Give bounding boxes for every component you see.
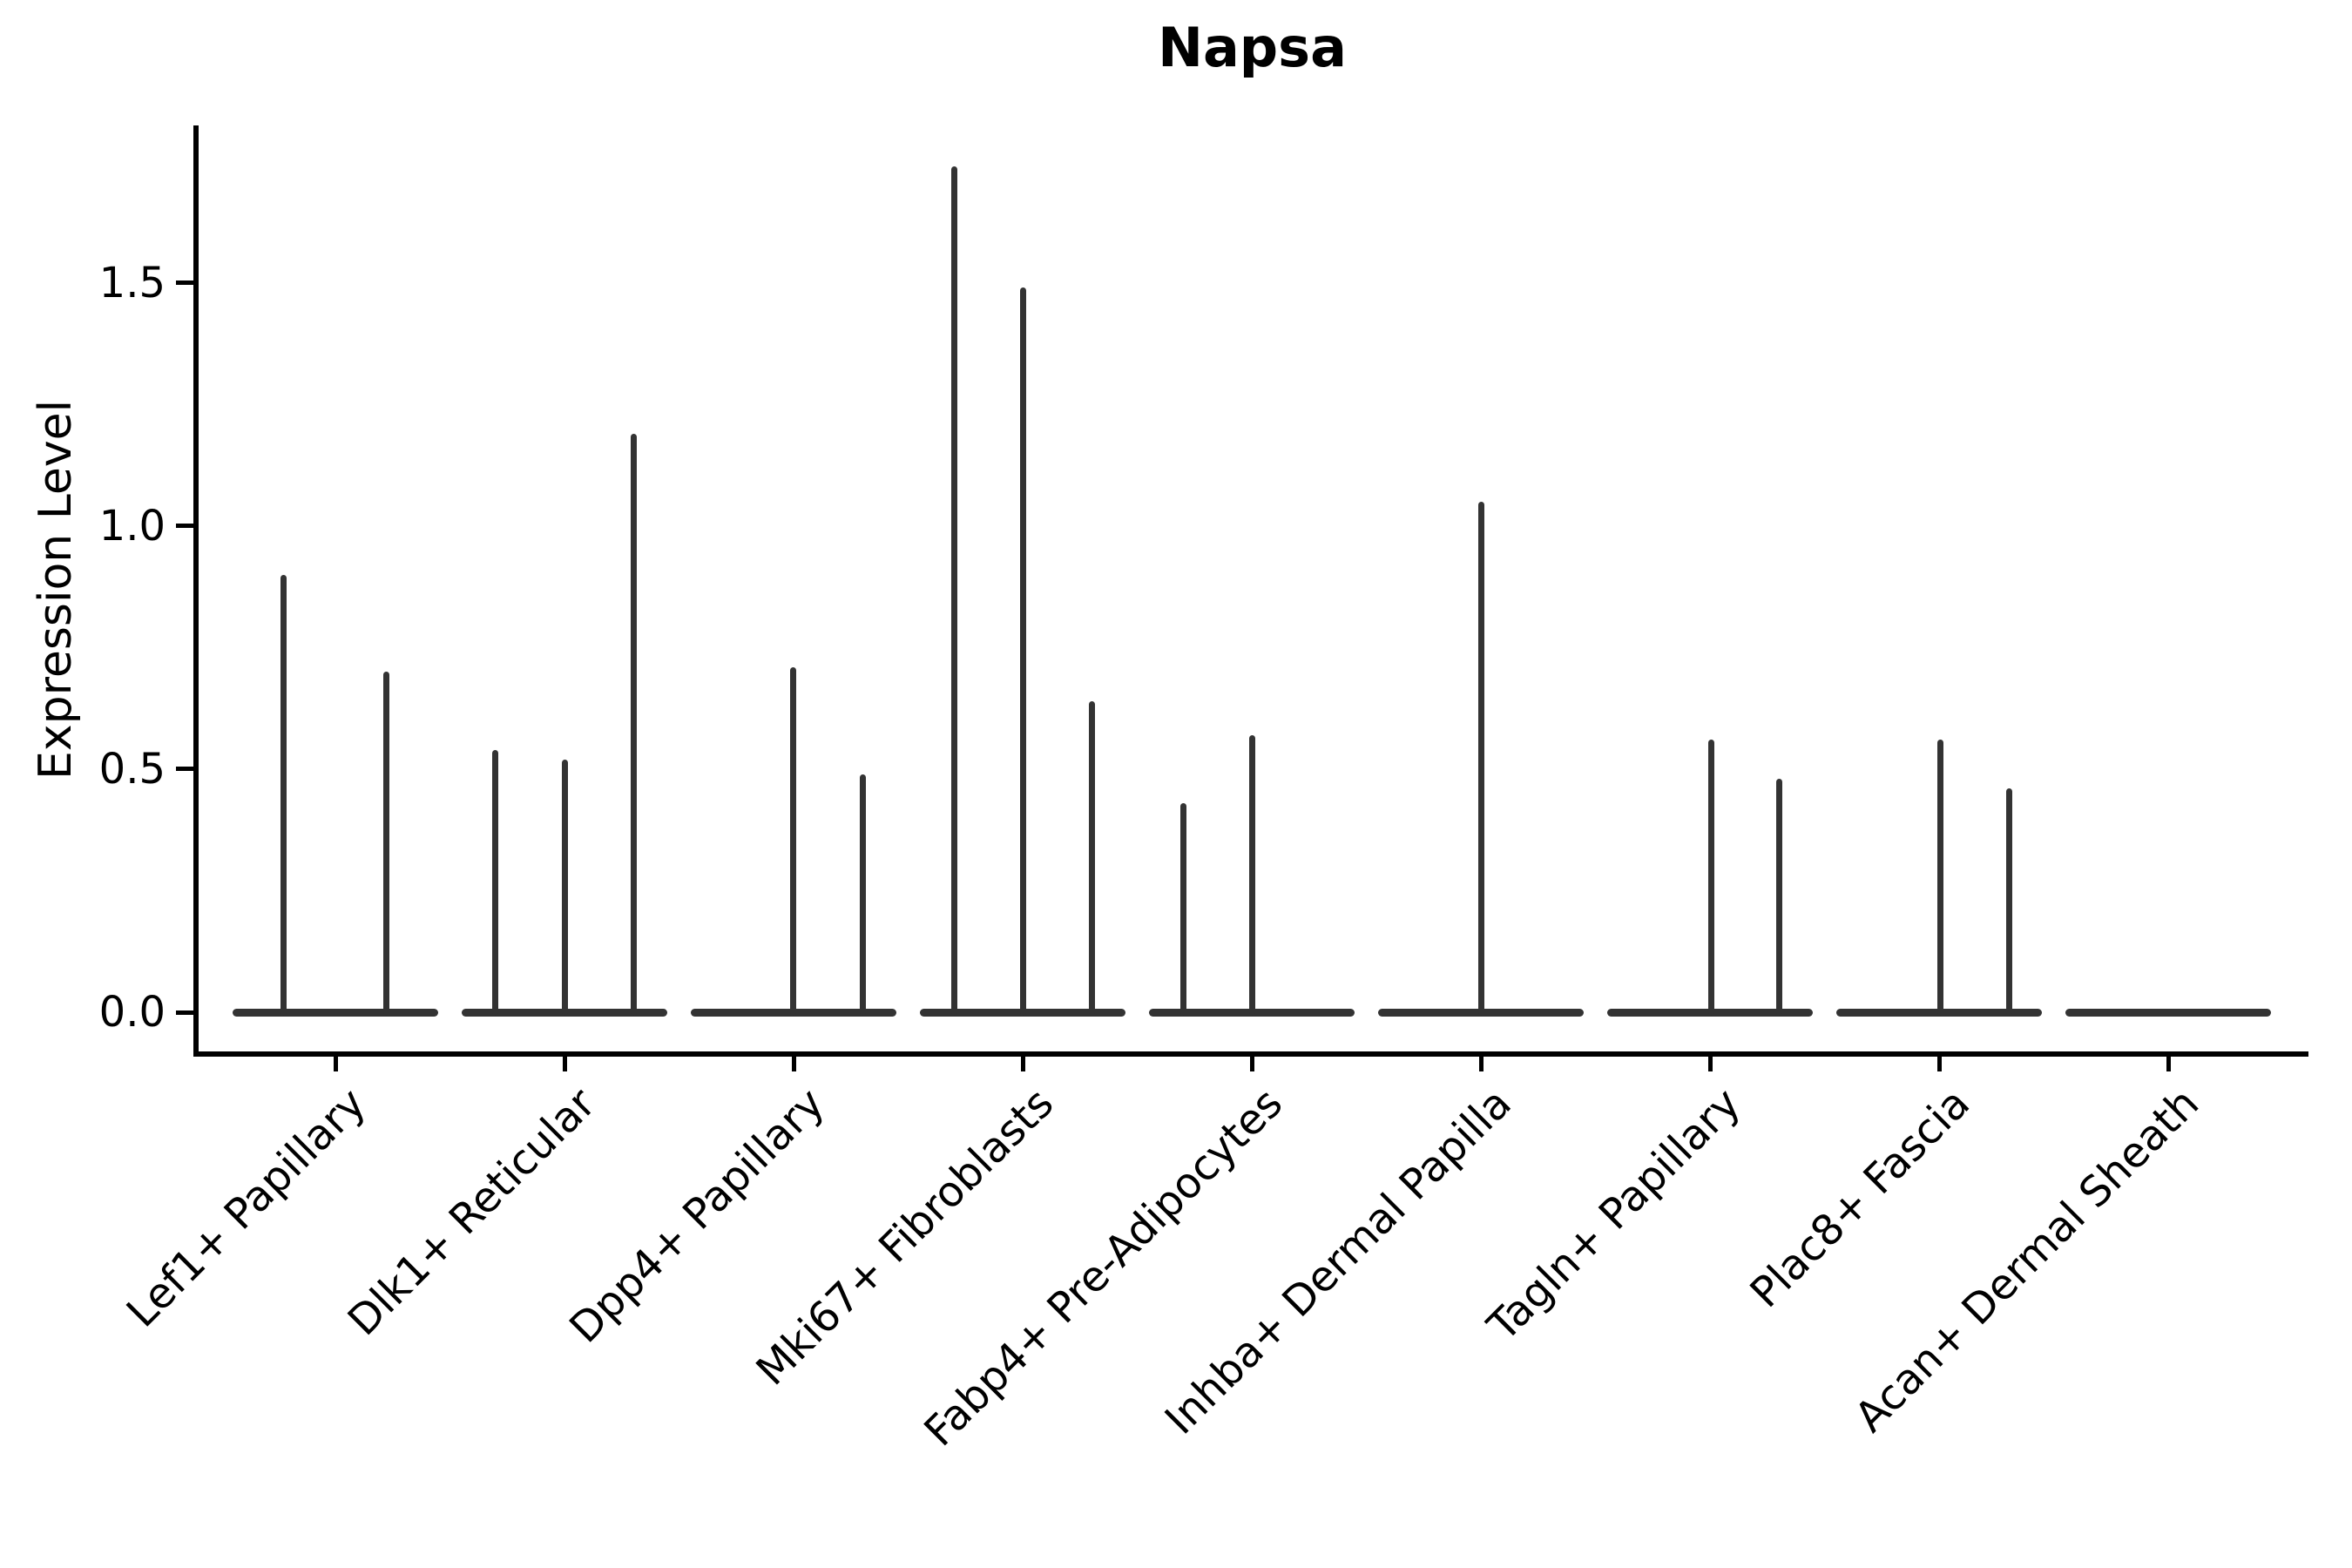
x-tick-label: Dpp4+ Papillary	[560, 1078, 835, 1353]
x-tick-mark	[1936, 1054, 1942, 1071]
y-axis-spine	[193, 125, 199, 1057]
x-tick-mark	[2166, 1054, 2171, 1071]
violin-spike	[1707, 740, 1714, 1016]
violin-spike	[1248, 734, 1255, 1016]
y-axis-label: Expression Level	[30, 399, 82, 781]
violin-spike	[280, 574, 287, 1016]
x-tick-mark	[1249, 1054, 1254, 1071]
violin-spike	[561, 759, 568, 1016]
x-tick-label: Dlk1+ Reticular	[338, 1078, 605, 1346]
violin-spike	[859, 774, 866, 1016]
x-tick-mark	[1707, 1054, 1713, 1071]
y-tick-mark	[176, 767, 193, 772]
y-tick-mark	[176, 524, 193, 529]
x-tick-mark	[1020, 1054, 1025, 1071]
violin-spike	[1775, 779, 1782, 1016]
y-tick-mark	[176, 280, 193, 286]
chart-title: Napsa	[1158, 16, 1347, 79]
x-tick-mark	[791, 1054, 796, 1071]
x-tick-mark	[1478, 1054, 1484, 1071]
x-tick-mark	[562, 1054, 567, 1071]
x-tick-label: Lef1+ Papillary	[118, 1078, 376, 1337]
violin-spike	[382, 672, 389, 1016]
violin-baseline	[233, 1008, 438, 1017]
violin-spike	[491, 749, 498, 1016]
x-tick-label: Tagln+ Papillary	[1478, 1078, 1751, 1351]
x-tick-label: Plac8+ Fascia	[1740, 1078, 1980, 1318]
y-tick-label: 1.0	[98, 501, 166, 551]
x-tick-mark	[333, 1054, 338, 1071]
violin-spike	[1179, 803, 1186, 1016]
violin-spike	[1477, 501, 1484, 1016]
violin-spike	[789, 666, 796, 1016]
violin-baseline	[2065, 1008, 2271, 1017]
violin-spike	[630, 433, 637, 1016]
violin-spike	[1019, 287, 1026, 1016]
y-tick-label: 0.5	[98, 744, 166, 794]
violin-spike	[1088, 700, 1095, 1016]
y-tick-label: 1.5	[98, 258, 166, 308]
y-tick-mark	[176, 1010, 193, 1015]
y-tick-label: 0.0	[98, 988, 166, 1037]
violin-spike	[2005, 788, 2012, 1016]
violin-spike	[950, 166, 957, 1016]
violin-spike	[1936, 740, 1943, 1016]
